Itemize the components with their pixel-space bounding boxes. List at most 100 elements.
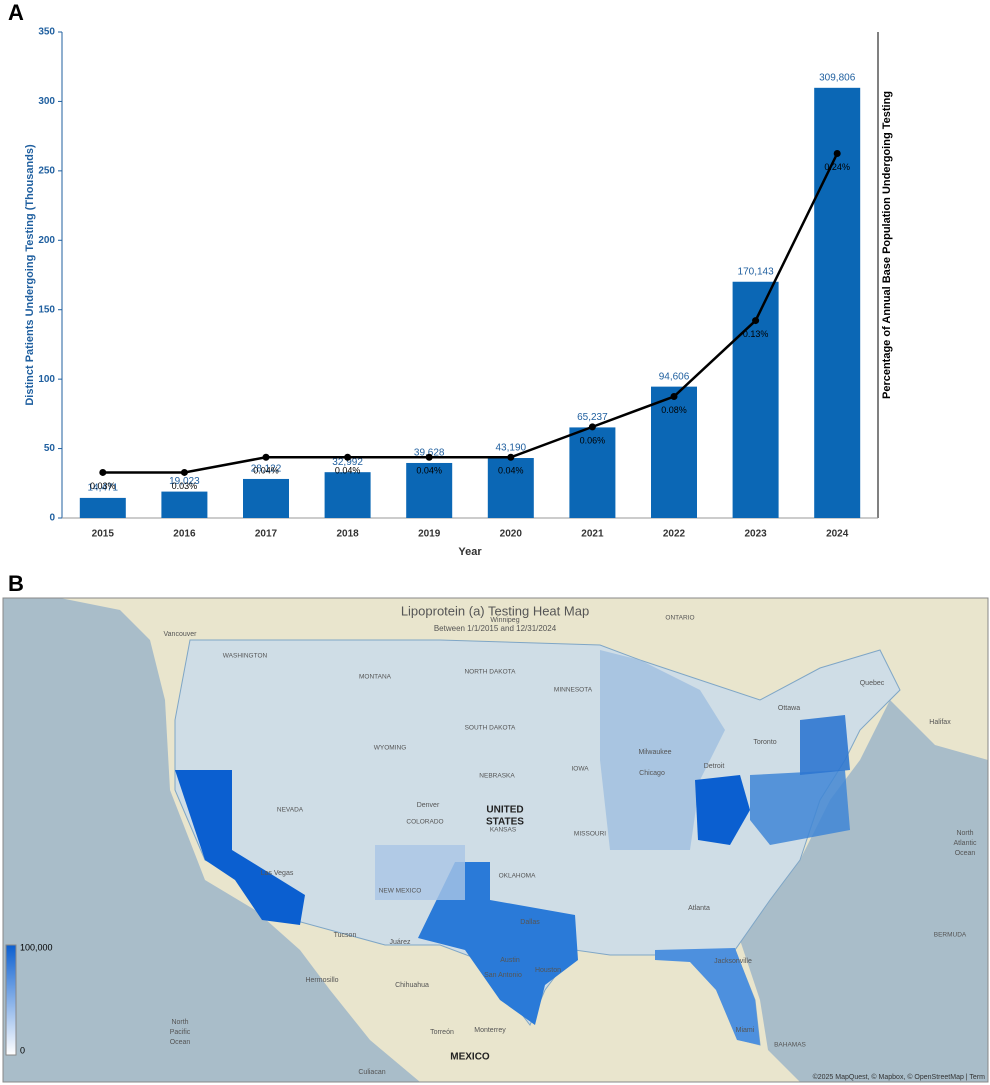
bar (814, 87, 861, 518)
line-point (670, 393, 678, 400)
x-tick-label: 2024 (826, 529, 849, 540)
line-value-label: 0.06% (580, 435, 606, 445)
place-label: Torreón (430, 1029, 454, 1036)
line (102, 152, 839, 474)
y-tick-label: 100 (38, 374, 55, 385)
bar (243, 478, 289, 518)
x-tick-label: 2023 (744, 529, 767, 540)
y-tick-label: 200 (38, 235, 55, 246)
line-value-label: 0.04% (253, 466, 279, 476)
place-label: COLORADO (406, 819, 443, 826)
place-label: Chihuahua (395, 982, 429, 989)
x-tick-label: 2015 (92, 529, 115, 540)
place-label: Milwaukee (638, 749, 671, 756)
place-label: Monterrey (474, 1027, 506, 1034)
place-label: Miami (736, 1027, 755, 1034)
bar-value-label: 170,143 (738, 266, 775, 277)
line-point (588, 423, 596, 431)
place-label: STATES (486, 817, 524, 828)
bar-value-label: 19,023 (169, 476, 200, 487)
place-label: Las Vegas (261, 870, 294, 877)
bar-value-label: 14,471 (88, 483, 119, 494)
x-tick-label: 2016 (173, 529, 196, 540)
place-label: NEBRASKA (479, 773, 515, 780)
bar-value-label: 43,190 (496, 443, 527, 454)
attribution: ©2025 MapQuest, © Mapbox, © OpenStreetMa… (813, 1073, 986, 1081)
place-label: Vancouver (164, 631, 198, 638)
bar (79, 497, 126, 518)
place-label: ONTARIO (665, 615, 694, 622)
place-label: Ocean (170, 1039, 191, 1046)
map-frame (2, 597, 989, 1083)
place-label: IOWA (571, 766, 589, 773)
place-label: Pacific (170, 1029, 191, 1036)
line-point (262, 453, 270, 461)
place-label: Atlanta (688, 905, 710, 912)
map: Lipoprotein (a) Testing Heat Map Between… (2, 571, 989, 1083)
line-value-label: 0.04% (335, 466, 361, 476)
place-label: Atlantic (954, 840, 977, 847)
panel-label: A (8, 0, 24, 25)
place-label: Jacksonville (714, 958, 752, 965)
map-title: Lipoprotein (a) Testing Heat Map (401, 603, 589, 618)
place-label: Houston (535, 967, 561, 974)
place-label: SOUTH DAKOTA (465, 725, 516, 732)
place-label: Austin (500, 957, 520, 964)
place-label: Halifax (929, 719, 951, 726)
line-point (99, 468, 107, 476)
legend-max: 100,000 (20, 942, 53, 952)
bar-value-label: 32,992 (332, 457, 363, 468)
place-label: Juárez (389, 939, 411, 946)
place-label: Culiacan (358, 1069, 385, 1076)
y2-axis-label: Percentage of Annual Base Population Und… (881, 91, 893, 399)
y-tick-label: 150 (38, 304, 55, 315)
bar-value-label: 309,806 (819, 72, 856, 83)
state-ca (175, 770, 305, 925)
y-tick-label: 250 (38, 165, 55, 176)
state-region (800, 715, 850, 775)
place-label: Quebec (860, 680, 885, 687)
line-value-label: 0.04% (498, 466, 524, 476)
line-point (833, 150, 841, 157)
state-co (375, 845, 465, 900)
place-label: MONTANA (359, 674, 392, 681)
place-label: WASHINGTON (223, 653, 268, 660)
panel-label: B (8, 571, 24, 596)
place-label: NEVADA (277, 807, 304, 814)
place-label: MINNESOTA (554, 687, 593, 694)
place-label: North (956, 830, 973, 837)
place-label: North (171, 1019, 188, 1026)
bar (487, 458, 534, 518)
legend-min: 0 (20, 1045, 25, 1055)
x-tick-label: 2020 (500, 529, 523, 540)
place-label: Ottawa (778, 705, 800, 712)
place-label: UNITED (486, 805, 523, 816)
x-tick-label: 2021 (581, 529, 604, 540)
line-value-label: 0.03% (90, 481, 116, 491)
y-tick-label: 300 (38, 96, 55, 107)
place-label: Chicago (639, 770, 665, 777)
line-point (507, 453, 515, 461)
place-label: OKLAHOMA (499, 873, 537, 880)
y-axis-label: Distinct Patients Undergoing Testing (Th… (24, 144, 36, 406)
y-tick-label: 0 (49, 513, 55, 524)
bar-value-label: 65,237 (577, 412, 608, 423)
place-label: Toronto (753, 739, 776, 746)
map-subtitle: Between 1/1/2015 and 12/31/2024 (434, 624, 557, 633)
place-label: MISSOURI (574, 831, 606, 838)
place-label: KANSAS (490, 827, 517, 834)
bar (324, 472, 371, 518)
line-value-label: 0.03% (172, 481, 198, 491)
line-point (180, 468, 188, 476)
line-value-label: 0.13% (743, 329, 769, 339)
place-label: Denver (417, 802, 440, 809)
place-label: BAHAMAS (774, 1042, 806, 1049)
place-label: NEW MEXICO (379, 888, 422, 895)
place-label: Hermosillo (305, 977, 338, 984)
line-value-label: 0.08% (661, 405, 687, 415)
place-label: Detroit (704, 763, 725, 770)
state-region (750, 770, 850, 845)
chart: 0 50 100 150 200 250 300 350 Distinct Patients U… (24, 27, 893, 558)
state-tx (418, 862, 578, 1025)
